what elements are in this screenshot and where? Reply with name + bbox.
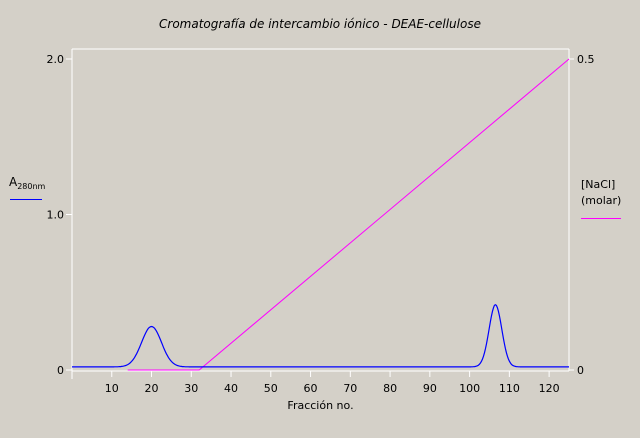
left-axis-label-sub: 280nm [17, 182, 46, 191]
right-axis-label: [NaCl] (molar) [581, 177, 621, 209]
left-legend-line [10, 199, 42, 200]
x-tick-label: 70 [343, 382, 357, 395]
x-tick-label: 40 [224, 382, 238, 395]
x-axis-label: Fracción no. [287, 399, 354, 412]
series-nacl-line [127, 58, 570, 371]
x-tick-label: 10 [105, 382, 119, 395]
left-y-tick-label: 1.0 [47, 209, 65, 222]
right-y-tick-label: 0.5 [577, 53, 595, 66]
left-y-tick-label: 2.0 [47, 53, 65, 66]
left-axis-label-main: A [9, 175, 18, 189]
right-y-ticks: 00.5 [569, 53, 595, 377]
right-axis-label-line1: [NaCl] [581, 178, 616, 191]
left-y-tick-label: 0 [57, 364, 64, 377]
x-tick-label: 80 [383, 382, 397, 395]
x-tick-label: 90 [423, 382, 437, 395]
right-axis-label-line2: (molar) [581, 194, 622, 207]
plot-area [72, 49, 569, 371]
x-tick-label: 30 [184, 382, 198, 395]
x-tick-label: 60 [304, 382, 318, 395]
series-absorbance-line [72, 303, 569, 368]
chart-title: Cromatografía de intercambio iónico - DE… [159, 17, 481, 31]
series-group [72, 58, 570, 371]
x-tick-label: 20 [145, 382, 159, 395]
right-legend-line [581, 218, 621, 219]
left-y-ticks: 0 1.0 2.0 [47, 53, 72, 377]
x-tick-label: 110 [499, 382, 520, 395]
x-tick-label: 120 [539, 382, 560, 395]
x-tick-label: 50 [264, 382, 278, 395]
right-y-tick-label: 0 [577, 364, 584, 377]
x-tick-label: 100 [459, 382, 480, 395]
x-ticks: 10 20 30 40 50 60 70 80 90 100 110 120 [105, 371, 560, 395]
left-axis-label: A280nm [9, 175, 46, 191]
